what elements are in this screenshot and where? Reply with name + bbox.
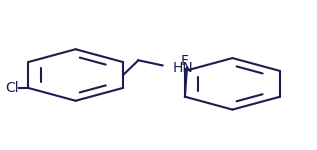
Text: Cl: Cl: [5, 81, 19, 95]
Text: HN: HN: [173, 61, 194, 75]
Text: F: F: [181, 54, 189, 68]
